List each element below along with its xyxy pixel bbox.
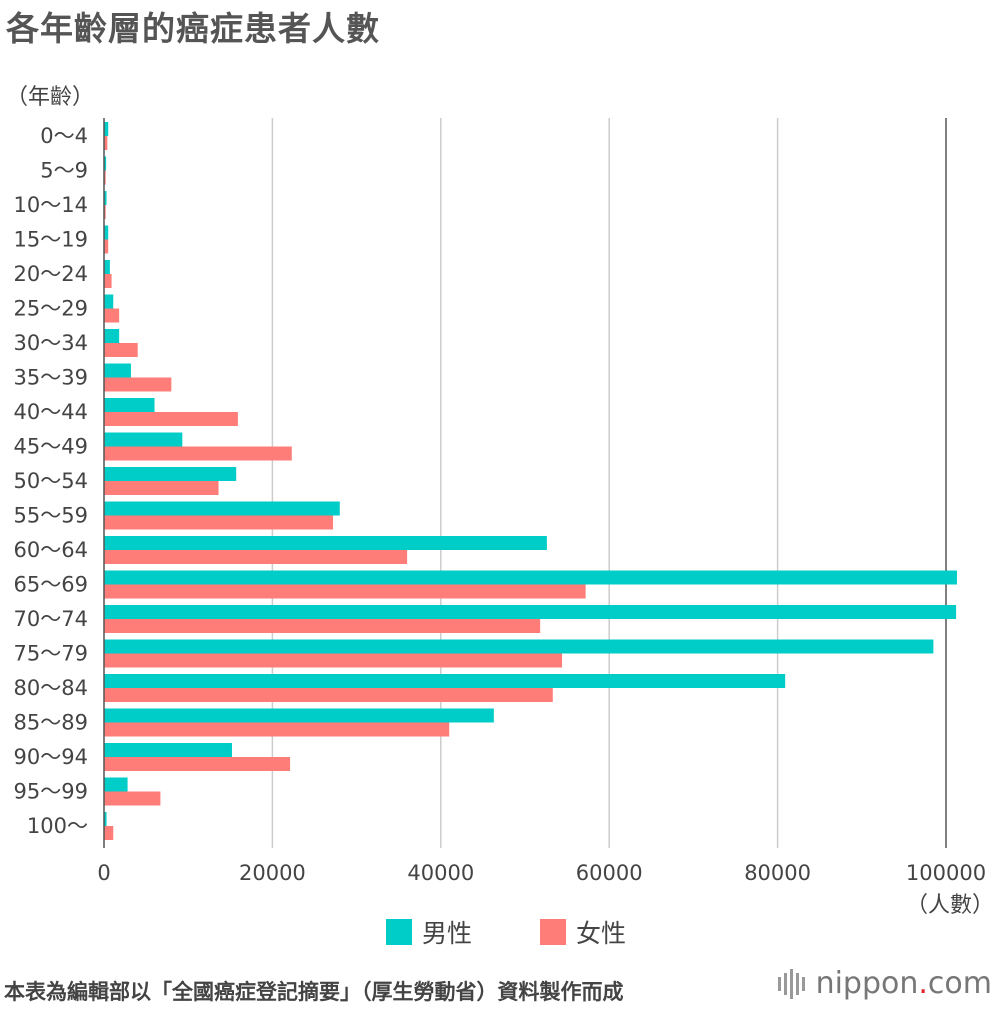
y-tick-label: 60〜64 <box>14 538 88 562</box>
chart-title: 各年齡層的癌症患者人數 <box>6 9 380 48</box>
x-axis-label: （人數） <box>906 893 994 918</box>
bar-male <box>104 605 957 619</box>
bar-female <box>104 653 563 668</box>
brand-tld: com <box>927 966 992 1001</box>
bar-male <box>104 708 494 723</box>
y-tick-label: 50〜54 <box>14 469 88 493</box>
y-tick-label: 75〜79 <box>14 642 88 666</box>
bar-male <box>104 639 934 654</box>
x-tick-label: 40000 <box>407 861 474 885</box>
y-tick-label: 70〜74 <box>14 607 88 631</box>
x-tick-label: 20000 <box>239 861 306 885</box>
bar-female <box>104 688 553 702</box>
bar-male <box>104 225 109 240</box>
bar-female <box>104 826 114 840</box>
bar-female <box>104 619 541 633</box>
legend-label-male: 男性 <box>422 919 473 948</box>
legend-item-male: 男性 <box>386 914 472 950</box>
bar-male <box>104 501 340 516</box>
bar-male <box>104 191 107 205</box>
bar-female <box>104 343 138 357</box>
bar-male <box>104 156 107 171</box>
bar-female <box>104 412 238 426</box>
bar-male <box>104 467 237 481</box>
x-tick-label: 0 <box>97 861 110 885</box>
legend-label-female: 女性 <box>576 919 627 948</box>
bars <box>104 122 957 840</box>
legend-item-female: 女性 <box>540 914 626 950</box>
bar-male <box>104 329 120 343</box>
logo-bars-icon <box>777 968 808 999</box>
bar-female <box>104 136 108 150</box>
bar-female <box>104 722 450 737</box>
bar-male <box>104 398 155 412</box>
bar-female <box>104 791 161 806</box>
legend-swatch-male <box>386 919 412 945</box>
bar-female <box>104 205 106 219</box>
legend: 男性 女性 <box>386 914 694 950</box>
bar-female <box>104 446 292 461</box>
y-tick-label: 55〜59 <box>14 504 88 528</box>
y-tick-label: 45〜49 <box>14 435 88 459</box>
bar-male <box>104 570 957 585</box>
y-tick-label: 0〜4 <box>40 124 88 148</box>
bar-male <box>104 363 131 378</box>
y-tick-label: 10〜14 <box>14 193 88 217</box>
x-tick-label: 60000 <box>576 861 643 885</box>
bar-male <box>104 294 114 309</box>
brand-name: nippon <box>815 966 919 1001</box>
bar-female <box>104 377 172 392</box>
source-note: 本表為編輯部以「全國癌症登記摘要」（厚生勞動省）資料製作而成 <box>4 980 624 1004</box>
y-tick-label: 65〜69 <box>14 573 88 597</box>
bar-female <box>104 481 219 495</box>
nippon-logo: nippon. com <box>777 966 992 1001</box>
bar-male <box>104 432 183 447</box>
y-tick-label: 85〜89 <box>14 711 88 735</box>
y-tick-label: 5〜9 <box>40 159 88 183</box>
bar-male <box>104 122 109 136</box>
y-tick-label: 90〜94 <box>14 745 88 769</box>
bar-male <box>104 743 232 757</box>
y-tick-label: 20〜24 <box>14 262 88 286</box>
bar-male <box>104 260 110 274</box>
y-tick-label: 25〜29 <box>14 297 88 321</box>
y-tick-label: 30〜34 <box>14 331 88 355</box>
axes: 0 20000 40000 60000 80000 100000 0〜4 5〜9 10〜14 15… <box>14 118 986 885</box>
x-tick-label: 80000 <box>744 861 811 885</box>
bar-male <box>104 536 547 550</box>
y-tick-label: 35〜39 <box>14 366 88 390</box>
y-tick-label: 95〜99 <box>14 780 88 804</box>
legend-swatch-female <box>540 919 567 945</box>
y-tick-label: 15〜19 <box>14 228 88 252</box>
y-tick-label: 80〜84 <box>14 676 88 700</box>
bar-male <box>104 812 107 826</box>
bar-female <box>104 274 112 288</box>
bar-female <box>104 308 120 323</box>
y-axis-label: （年齡） <box>6 85 94 110</box>
bar-female <box>104 170 106 185</box>
bar-female <box>104 584 586 599</box>
bar-female <box>104 515 334 530</box>
bar-male <box>104 674 786 688</box>
bar-female <box>104 550 408 564</box>
brand-dot: . <box>918 966 928 1001</box>
y-tick-label: 40〜44 <box>14 400 88 424</box>
bar-female <box>104 239 109 254</box>
x-tick-label: 100000 <box>906 861 986 885</box>
bar-female <box>104 757 291 771</box>
y-tick-label: 100〜 <box>27 814 88 838</box>
bar-male <box>104 777 128 792</box>
grid-lines <box>271 118 947 848</box>
